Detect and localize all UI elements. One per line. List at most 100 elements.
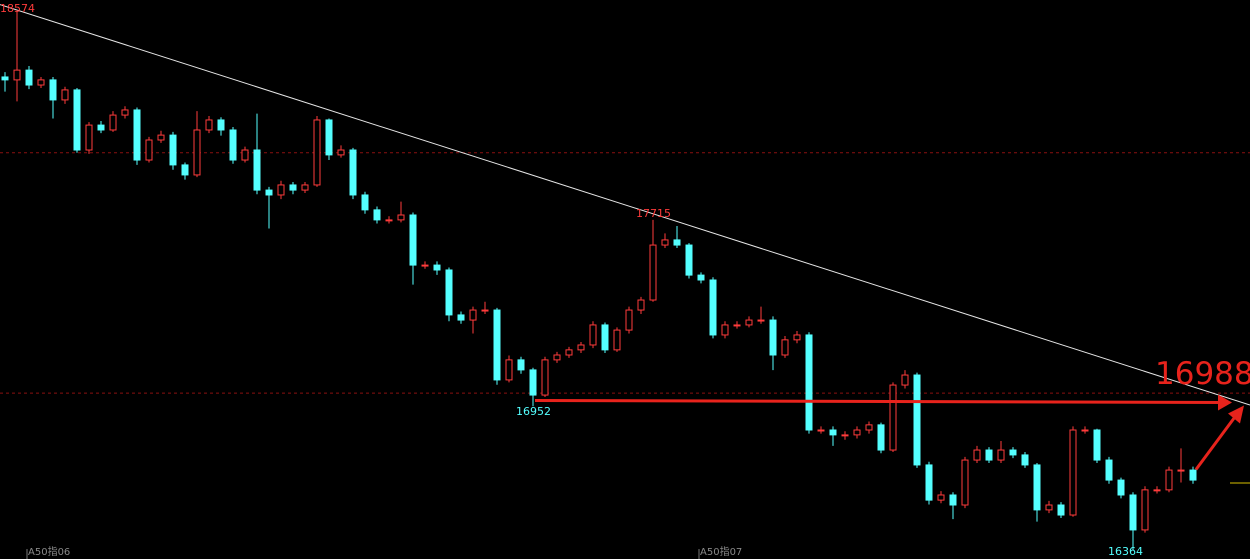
candle-body xyxy=(709,279,717,336)
candle-body xyxy=(1105,459,1113,481)
candle-body xyxy=(265,189,273,196)
candle-body xyxy=(193,129,201,176)
candle-body xyxy=(1033,464,1041,511)
candle-body xyxy=(865,424,873,431)
candle-body xyxy=(697,274,705,281)
candle-body xyxy=(793,334,801,341)
candle-body xyxy=(997,449,1005,461)
candle-body xyxy=(181,164,189,176)
low-label: 16364 xyxy=(1108,545,1143,558)
candle-body xyxy=(457,314,465,321)
candle-body xyxy=(469,309,477,321)
candle-body xyxy=(85,124,93,151)
candle-body xyxy=(877,424,885,451)
candle-body xyxy=(1141,489,1149,531)
candle-body xyxy=(409,214,417,266)
candle-body xyxy=(613,329,621,351)
high-label: 18574 xyxy=(0,2,35,15)
candle-body xyxy=(541,359,549,396)
candle-body xyxy=(481,309,489,312)
candle-body xyxy=(817,429,825,432)
candle-body xyxy=(1081,429,1089,432)
arrow-line xyxy=(534,398,1224,405)
candle-body xyxy=(1093,429,1101,461)
candle-body xyxy=(745,319,753,326)
candle-body xyxy=(97,124,105,131)
candle-body xyxy=(229,129,237,161)
candle-body xyxy=(205,119,213,131)
candle-body xyxy=(421,264,429,267)
candle-body xyxy=(1045,504,1053,511)
candle-body xyxy=(1057,504,1065,516)
candle-body xyxy=(61,89,69,101)
candle-body xyxy=(661,239,669,246)
candle-body xyxy=(625,309,633,331)
candle-body xyxy=(937,494,945,501)
candle-body xyxy=(37,79,45,86)
x-tick-label: A50指07 xyxy=(700,545,742,558)
candle-body xyxy=(397,214,405,221)
candle-body xyxy=(889,384,897,451)
candle-body xyxy=(577,344,585,351)
candle-body xyxy=(649,244,657,301)
candle-body xyxy=(493,309,501,381)
candle-body xyxy=(901,374,909,386)
candle-body xyxy=(301,184,309,191)
candle-body xyxy=(1117,479,1125,496)
candle-body xyxy=(1009,449,1017,456)
candle-body xyxy=(985,449,993,461)
arrow-line xyxy=(1194,414,1238,471)
candle-body xyxy=(325,119,333,156)
candle-body xyxy=(133,109,141,161)
candle-body xyxy=(433,264,441,271)
candle-body xyxy=(361,194,369,211)
candle-body xyxy=(553,354,561,361)
candle-body xyxy=(769,319,777,356)
candle-body xyxy=(385,219,393,222)
candle-body xyxy=(109,114,117,131)
candle-body xyxy=(781,339,789,356)
candle-body xyxy=(925,464,933,501)
candle-body xyxy=(313,119,321,186)
arrow-head xyxy=(1228,405,1244,424)
candle-body xyxy=(673,239,681,246)
candle-body xyxy=(157,134,165,141)
candle-body xyxy=(1129,494,1137,531)
arrow-head xyxy=(1218,394,1232,411)
high-label: 17715 xyxy=(636,207,671,220)
candle-body xyxy=(841,434,849,437)
candle-body xyxy=(589,324,597,346)
candle-body xyxy=(145,139,153,161)
candle-body xyxy=(241,149,249,161)
candle-body xyxy=(565,349,573,356)
candle-body xyxy=(121,109,129,116)
candle-body xyxy=(757,319,765,322)
candle-body xyxy=(217,119,225,131)
candle-body xyxy=(601,324,609,351)
candle-body xyxy=(49,79,57,101)
trend-line xyxy=(0,4,1250,406)
target-label: 16988 xyxy=(1155,356,1250,392)
candle-body xyxy=(733,324,741,327)
candle-body xyxy=(1189,469,1197,481)
candle-body xyxy=(505,359,513,381)
candle-body xyxy=(373,209,381,221)
candle-body xyxy=(277,184,285,196)
candle-body xyxy=(1165,469,1173,491)
candle-body xyxy=(289,184,297,191)
plot: A50指06 A50指07 16988 xyxy=(0,4,1250,559)
candle-body xyxy=(169,134,177,166)
candle-body xyxy=(349,149,357,196)
candle-body xyxy=(961,459,969,506)
candle-body xyxy=(853,429,861,436)
candle-body xyxy=(637,299,645,311)
candle-body xyxy=(13,69,21,81)
candle-body xyxy=(949,494,957,506)
candle-body xyxy=(1153,489,1161,492)
candle-body xyxy=(829,429,837,436)
candle-body xyxy=(1177,469,1185,472)
candle-body xyxy=(1021,454,1029,466)
candle-body xyxy=(1069,429,1077,516)
